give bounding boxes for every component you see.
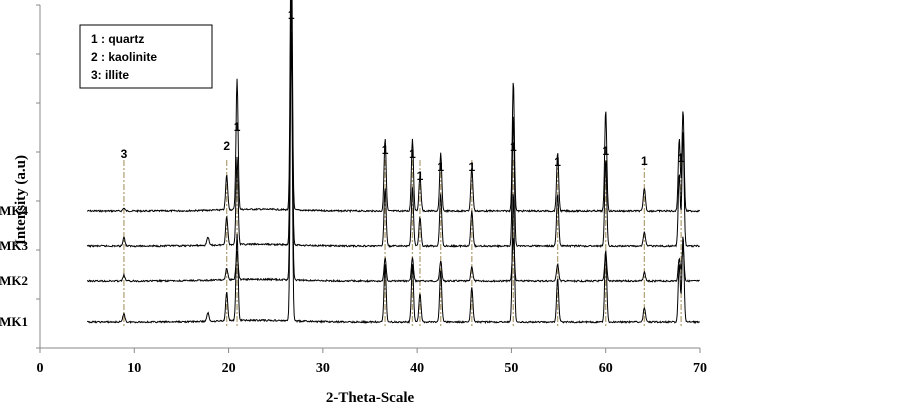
x-tick-label: 50 — [504, 361, 518, 376]
x-tick-label: 40 — [410, 361, 424, 376]
legend-entry: 3: illite — [91, 68, 129, 82]
peak-label: 1 — [234, 120, 241, 134]
series-line-mk2 — [86, 0, 700, 283]
x-tick-label: 10 — [127, 361, 141, 376]
x-tick-label: 20 — [222, 361, 236, 376]
x-tick-label: 60 — [599, 361, 613, 376]
peak-label: 1 — [382, 143, 389, 157]
series-label: MK2 — [0, 273, 28, 288]
series-label: MK1 — [0, 314, 28, 329]
axes: 0 10 20 30 40 50 60 70 — [36, 4, 707, 376]
peak-label: 3 — [121, 147, 128, 161]
peak-marker-lines — [123, 160, 682, 328]
peak-label: 1 — [602, 144, 609, 158]
legend-entry: 1 : quartz — [91, 32, 144, 46]
peak-label: 1 — [641, 154, 648, 168]
peak-label: 1 — [288, 8, 295, 22]
series-label: MK4 — [0, 203, 28, 218]
peak-label: 1 — [554, 155, 561, 169]
legend: 1 : quartz 2 : kaolinite 3: illite — [79, 24, 213, 89]
peak-label: 1 — [409, 147, 416, 161]
series-label: MK3 — [0, 238, 28, 253]
x-tick-label: 0 — [37, 361, 44, 376]
peak-label: 1 — [510, 140, 517, 154]
series-line-mk1 — [86, 31, 701, 325]
series-line-mk3 — [86, 0, 700, 249]
x-axis-title: 2-Theta-Scale — [326, 390, 415, 406]
y-axis-title: Intensity (a.u) — [13, 155, 29, 245]
series-group: MK4 MK3 MK2 MK1 — [0, 0, 701, 329]
peak-label: 1 — [437, 160, 444, 174]
legend-box — [79, 24, 213, 89]
series-line-mk4 — [87, 0, 700, 214]
peak-label: 1 — [678, 151, 685, 165]
peak-label: 2 — [223, 139, 230, 153]
legend-entry: 2 : kaolinite — [91, 50, 157, 64]
x-tick-label: 30 — [316, 361, 330, 376]
x-tick-label: 70 — [693, 361, 707, 376]
peak-label: 1 — [417, 169, 424, 183]
peak-label: 1 — [468, 160, 475, 174]
